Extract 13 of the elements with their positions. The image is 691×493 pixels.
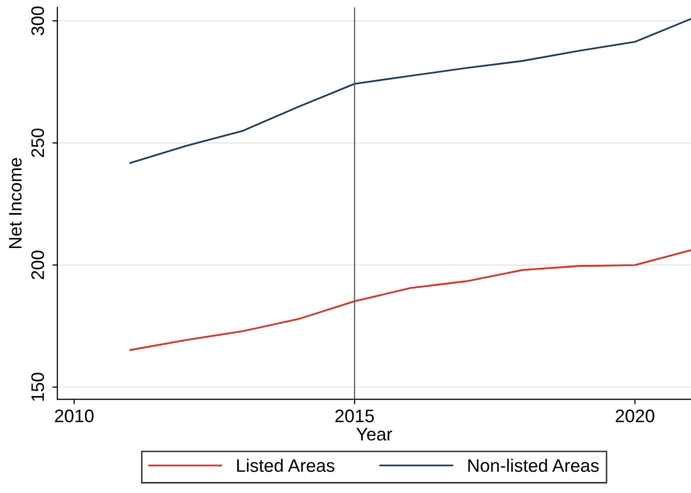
x-tick-label: 2015 [335, 410, 374, 422]
line-series [129, 249, 691, 351]
y-tick-label: 250 [31, 128, 44, 158]
x-tick-label: 2020 [616, 410, 654, 422]
y-tick-label: 300 [31, 6, 44, 36]
legend-label: Non-listed Areas [468, 458, 599, 472]
x-tick-label: 2010 [55, 410, 94, 422]
y-tick-label: 150 [31, 372, 44, 401]
y-tick-label: 200 [31, 250, 44, 280]
x-axis-title: Year [356, 428, 392, 441]
legend-label: Listed Areas [237, 458, 334, 472]
y-axis-title: Net Income [9, 158, 22, 248]
line-series [129, 18, 691, 164]
